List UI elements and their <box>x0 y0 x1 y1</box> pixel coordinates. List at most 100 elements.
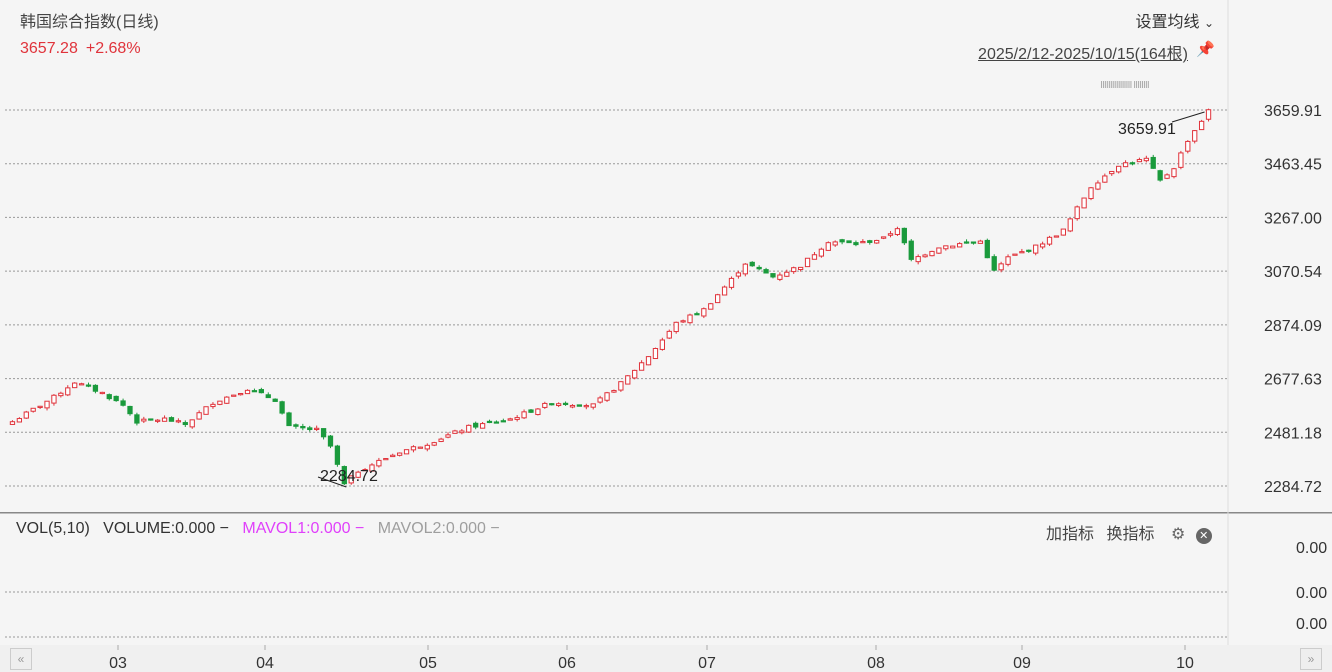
candle-down <box>1026 249 1032 252</box>
candle-down <box>853 242 859 246</box>
mavol1-dash: − <box>355 520 365 537</box>
candle-up <box>1088 187 1094 200</box>
candle-up <box>1019 251 1025 254</box>
candle-up <box>1122 162 1129 168</box>
x-tick-label: 04 <box>256 655 274 672</box>
change-percent: +2.68% <box>85 40 141 57</box>
candle-down <box>867 240 873 243</box>
mavol2-value: MAVOL2:0.000 <box>377 520 486 537</box>
date-range[interactable]: 2025/2/12-2025/10/15(164根) <box>978 46 1188 63</box>
candle-up <box>72 382 78 389</box>
add-indicator-button[interactable]: 加指标 <box>1046 526 1095 543</box>
candle-up <box>459 430 465 434</box>
candle-up <box>728 277 735 288</box>
candle-up <box>44 400 50 409</box>
candle-up <box>175 420 182 423</box>
candle-up <box>1102 175 1108 183</box>
candle-down <box>85 384 92 387</box>
candle-down <box>307 427 313 431</box>
candle-up <box>742 263 748 275</box>
candle-up <box>638 362 645 371</box>
candle-down <box>272 398 278 402</box>
candle-up <box>1033 244 1039 254</box>
candle-up <box>231 394 237 397</box>
vol-y-tick-label: 0.00 <box>1296 540 1327 557</box>
ma-setting-label: 设置均线 <box>1135 14 1200 31</box>
candle-down <box>970 241 977 244</box>
high-annotation: 3659.91 <box>1118 121 1176 138</box>
candle-up <box>196 412 202 420</box>
candle-up <box>894 228 901 235</box>
candle-down <box>113 395 119 402</box>
candle-up <box>701 308 707 317</box>
candle-down <box>106 394 112 400</box>
y-tick-label: 2481.18 <box>1264 425 1322 442</box>
candle-down <box>770 273 776 278</box>
y-tick-label: 3463.45 <box>1264 157 1322 174</box>
candle-up <box>998 263 1004 271</box>
candle-up <box>224 396 230 404</box>
candle-up <box>1060 228 1066 236</box>
candle-up <box>721 286 728 296</box>
scroll-left-button[interactable]: « <box>10 648 32 670</box>
candle-down <box>334 445 341 465</box>
candle-up <box>556 403 562 407</box>
candle-up <box>424 444 430 450</box>
x-tick-label: 06 <box>558 655 576 672</box>
vol-y-tick-label: 0.00 <box>1296 585 1327 602</box>
candle-down <box>756 266 762 270</box>
candle-up <box>514 417 520 420</box>
candle-down <box>134 414 140 424</box>
candle-up <box>507 418 513 421</box>
candle-up <box>210 403 216 408</box>
candle-up <box>65 387 71 396</box>
candle-up <box>569 404 576 408</box>
y-tick-label: 3070.54 <box>1264 264 1322 281</box>
candle-down <box>300 425 306 429</box>
candle-up <box>784 271 790 277</box>
candle-up <box>1143 157 1149 162</box>
candle-up <box>860 241 866 244</box>
pin-icon[interactable]: 📌 <box>1196 41 1215 58</box>
candle-up <box>1046 236 1053 245</box>
candle-down <box>265 394 271 399</box>
candle-down <box>286 412 292 427</box>
x-tick-label: 09 <box>1013 655 1031 672</box>
candle-down <box>182 422 188 426</box>
candle-down <box>279 401 285 414</box>
candle-down <box>1157 170 1163 181</box>
candle-up <box>479 423 486 429</box>
candle-up <box>1116 165 1122 173</box>
candle-up <box>30 407 36 412</box>
candle-down <box>92 384 99 392</box>
candle-down <box>901 227 907 244</box>
candle-up <box>887 233 894 236</box>
candle-up <box>9 421 16 425</box>
candle-up <box>1067 218 1073 232</box>
candle-up <box>348 475 354 484</box>
scroll-right-button[interactable]: » <box>1300 648 1322 670</box>
candle-down <box>694 313 700 316</box>
switch-indicator-button[interactable]: 换指标 <box>1106 526 1155 543</box>
candle-up <box>715 294 721 304</box>
candle-up <box>977 240 984 244</box>
gear-icon[interactable]: ⚙ <box>1170 526 1186 543</box>
candle-up <box>597 397 603 403</box>
y-tick-label: 3659.91 <box>1264 103 1322 120</box>
x-tick-label: 03 <box>109 655 127 672</box>
candle-down <box>984 239 990 259</box>
candle-up <box>1164 174 1170 179</box>
candle-up <box>1205 109 1212 120</box>
chevron-down-icon: ⌄ <box>1203 16 1214 30</box>
close-icon[interactable]: ✕ <box>1195 528 1212 544</box>
candle-up <box>376 459 382 467</box>
candle-up <box>673 321 679 333</box>
candle-up <box>583 405 589 408</box>
candle-up <box>1109 170 1115 175</box>
candle-up <box>355 471 361 478</box>
panel-divider <box>0 512 1332 514</box>
candle-down <box>963 241 970 244</box>
candle-up <box>625 375 631 385</box>
ma-setting-button[interactable]: 设置均线 ⌄ <box>1135 8 1214 32</box>
